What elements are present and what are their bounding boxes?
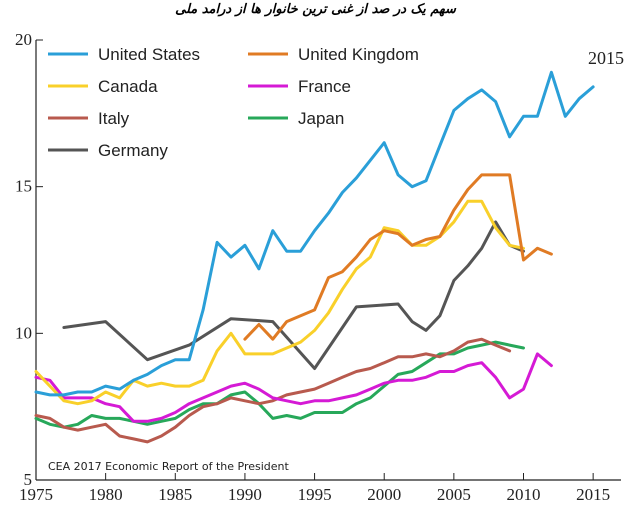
source-note: CEA 2017 Economic Report of the Presiden…	[48, 460, 289, 473]
x-tick-label: 1975	[19, 485, 53, 504]
x-tick-label: 1980	[89, 485, 123, 504]
legend-label-france: France	[298, 77, 351, 96]
x-tick-label: 1990	[228, 485, 262, 504]
annotation-year: 2015	[588, 48, 624, 68]
series-line-united-states	[34, 70, 595, 397]
chart-title: سهم یک در صد از غنی ترین خانوار ها از در…	[175, 2, 456, 17]
x-tick-label: 2000	[367, 485, 401, 504]
x-tick-label: 2005	[437, 485, 471, 504]
series-line-united-kingdom	[243, 173, 553, 341]
x-tick-label: 2015	[576, 485, 610, 504]
series-line-germany	[62, 220, 525, 370]
legend-label-united-kingdom: United Kingdom	[298, 45, 419, 64]
y-tick-label: 15	[15, 177, 32, 196]
legend-label-germany: Germany	[98, 141, 168, 160]
x-tick-label: 1985	[158, 485, 192, 504]
series-line-italy	[34, 337, 512, 444]
legend-label-canada: Canada	[98, 77, 158, 96]
y-tick-label: 20	[15, 30, 32, 49]
legend-label-united-states: United States	[98, 45, 200, 64]
legend-label-italy: Italy	[98, 109, 130, 128]
x-tick-label: 1995	[298, 485, 332, 504]
y-tick-label: 5	[24, 470, 33, 489]
y-tick-label: 10	[15, 323, 32, 342]
series-line-japan	[34, 340, 525, 429]
legend-label-japan: Japan	[298, 109, 344, 128]
x-tick-label: 2010	[507, 485, 541, 504]
series-line-canada	[34, 199, 525, 406]
series-line-france	[34, 352, 553, 423]
